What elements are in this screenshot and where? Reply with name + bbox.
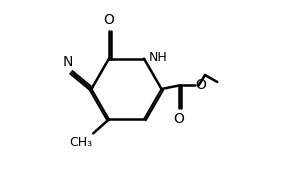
Text: O: O: [103, 13, 114, 27]
Text: NH: NH: [148, 51, 167, 64]
Text: N: N: [63, 55, 73, 69]
Text: CH₃: CH₃: [69, 136, 92, 149]
Text: O: O: [196, 78, 206, 92]
Text: O: O: [174, 112, 185, 126]
